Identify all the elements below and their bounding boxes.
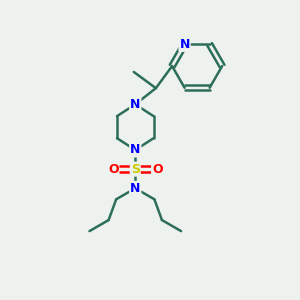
Text: O: O [108,163,119,176]
Text: N: N [179,38,190,51]
Text: O: O [152,163,163,176]
Text: N: N [130,98,140,111]
Text: N: N [130,182,140,195]
Text: N: N [130,143,140,157]
Text: S: S [131,163,140,176]
